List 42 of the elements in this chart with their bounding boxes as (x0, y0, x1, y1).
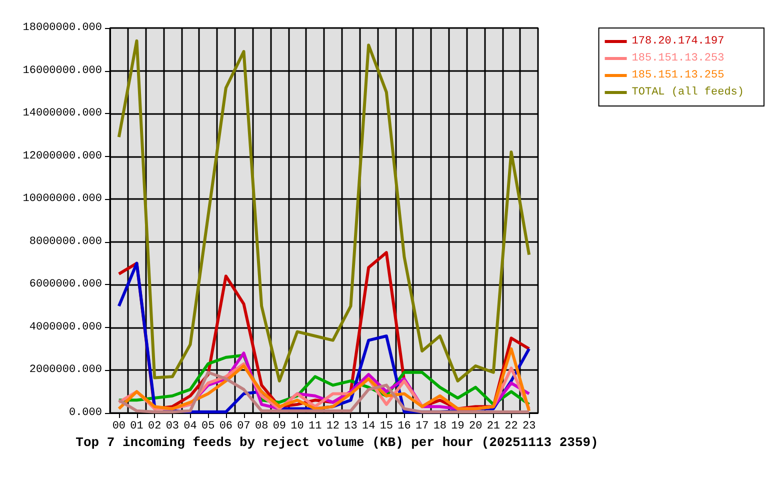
x-tick-label: 13 (344, 420, 358, 432)
y-tick-label: 4000000.000 (29, 321, 102, 334)
y-tick-label: 0.000 (68, 407, 102, 419)
x-tick-label: 17 (415, 420, 429, 432)
x-tick-label: 06 (219, 420, 233, 432)
x-tick-label: 20 (468, 420, 482, 432)
y-tick-label: 16000000.000 (22, 64, 102, 77)
line-series (117, 370, 531, 414)
x-tick-label: 08 (254, 420, 268, 432)
line-series (117, 39, 531, 382)
legend-label: 185.151.13.253 (632, 52, 724, 64)
x-tick-label: 04 (184, 420, 198, 432)
x-tick-label: 07 (237, 420, 250, 432)
x-tick-label: 10 (290, 420, 304, 432)
x-tick-label: 23 (522, 420, 536, 432)
x-tick-label: 18 (433, 420, 447, 432)
x-tick-label: 00 (112, 420, 126, 432)
x-tick-label: 16 (398, 420, 411, 432)
x-tick-label: 01 (130, 420, 144, 432)
y-tick-label: 6000000.000 (29, 278, 102, 291)
x-tick-label: 22 (504, 420, 518, 432)
x-tick-label: 11 (308, 420, 322, 432)
x-tick-label: 02 (148, 420, 162, 432)
legend-label: 185.151.13.255 (632, 70, 724, 82)
y-tick-label: 10000000.000 (22, 193, 102, 206)
x-tick-label: 03 (166, 420, 180, 432)
x-tick-label: 19 (451, 420, 464, 432)
x-tick-label: 21 (486, 420, 500, 432)
x-tick-label: 05 (201, 420, 215, 432)
legend-label: TOTAL (all feeds) (632, 86, 744, 98)
y-tick-label: 8000000.000 (29, 236, 102, 248)
y-tick-label: 14000000.000 (22, 108, 102, 120)
x-tick-label: 15 (380, 420, 394, 432)
y-tick-label: 2000000.000 (29, 364, 102, 376)
text: Top 7 incoming feeds by reject volume (KB) per hour (20251113 2359) (76, 435, 598, 450)
line-series (117, 347, 531, 412)
x-tick-label: 09 (272, 420, 286, 432)
x-tick-label: 14 (362, 420, 376, 432)
legend-label: 178.20.174.197 (632, 36, 724, 48)
y-tick-label: 12000000.000 (22, 150, 102, 162)
y-tick-label: 18000000.000 (22, 22, 102, 34)
x-tick-label: 12 (326, 420, 340, 432)
